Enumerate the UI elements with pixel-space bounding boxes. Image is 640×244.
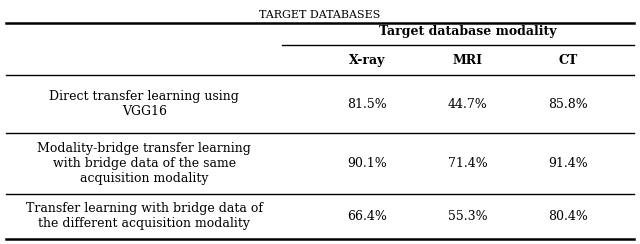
Text: 55.3%: 55.3% — [447, 210, 487, 223]
Text: 81.5%: 81.5% — [347, 98, 387, 111]
Text: 91.4%: 91.4% — [548, 157, 588, 170]
Text: TARGET DATABASES: TARGET DATABASES — [259, 10, 381, 20]
Text: 90.1%: 90.1% — [347, 157, 387, 170]
Text: 85.8%: 85.8% — [548, 98, 588, 111]
Text: CT: CT — [558, 54, 577, 67]
Text: Modality-bridge transfer learning
with bridge data of the same
acquisition modal: Modality-bridge transfer learning with b… — [38, 142, 252, 185]
Text: 44.7%: 44.7% — [447, 98, 487, 111]
Text: 80.4%: 80.4% — [548, 210, 588, 223]
Text: 71.4%: 71.4% — [447, 157, 487, 170]
Text: X-ray: X-ray — [349, 54, 385, 67]
Text: Target database modality: Target database modality — [379, 25, 556, 38]
Text: 66.4%: 66.4% — [347, 210, 387, 223]
Text: Transfer learning with bridge data of
the different acquisition modality: Transfer learning with bridge data of th… — [26, 203, 263, 230]
Text: MRI: MRI — [452, 54, 483, 67]
Text: Direct transfer learning using
VGG16: Direct transfer learning using VGG16 — [49, 90, 239, 118]
